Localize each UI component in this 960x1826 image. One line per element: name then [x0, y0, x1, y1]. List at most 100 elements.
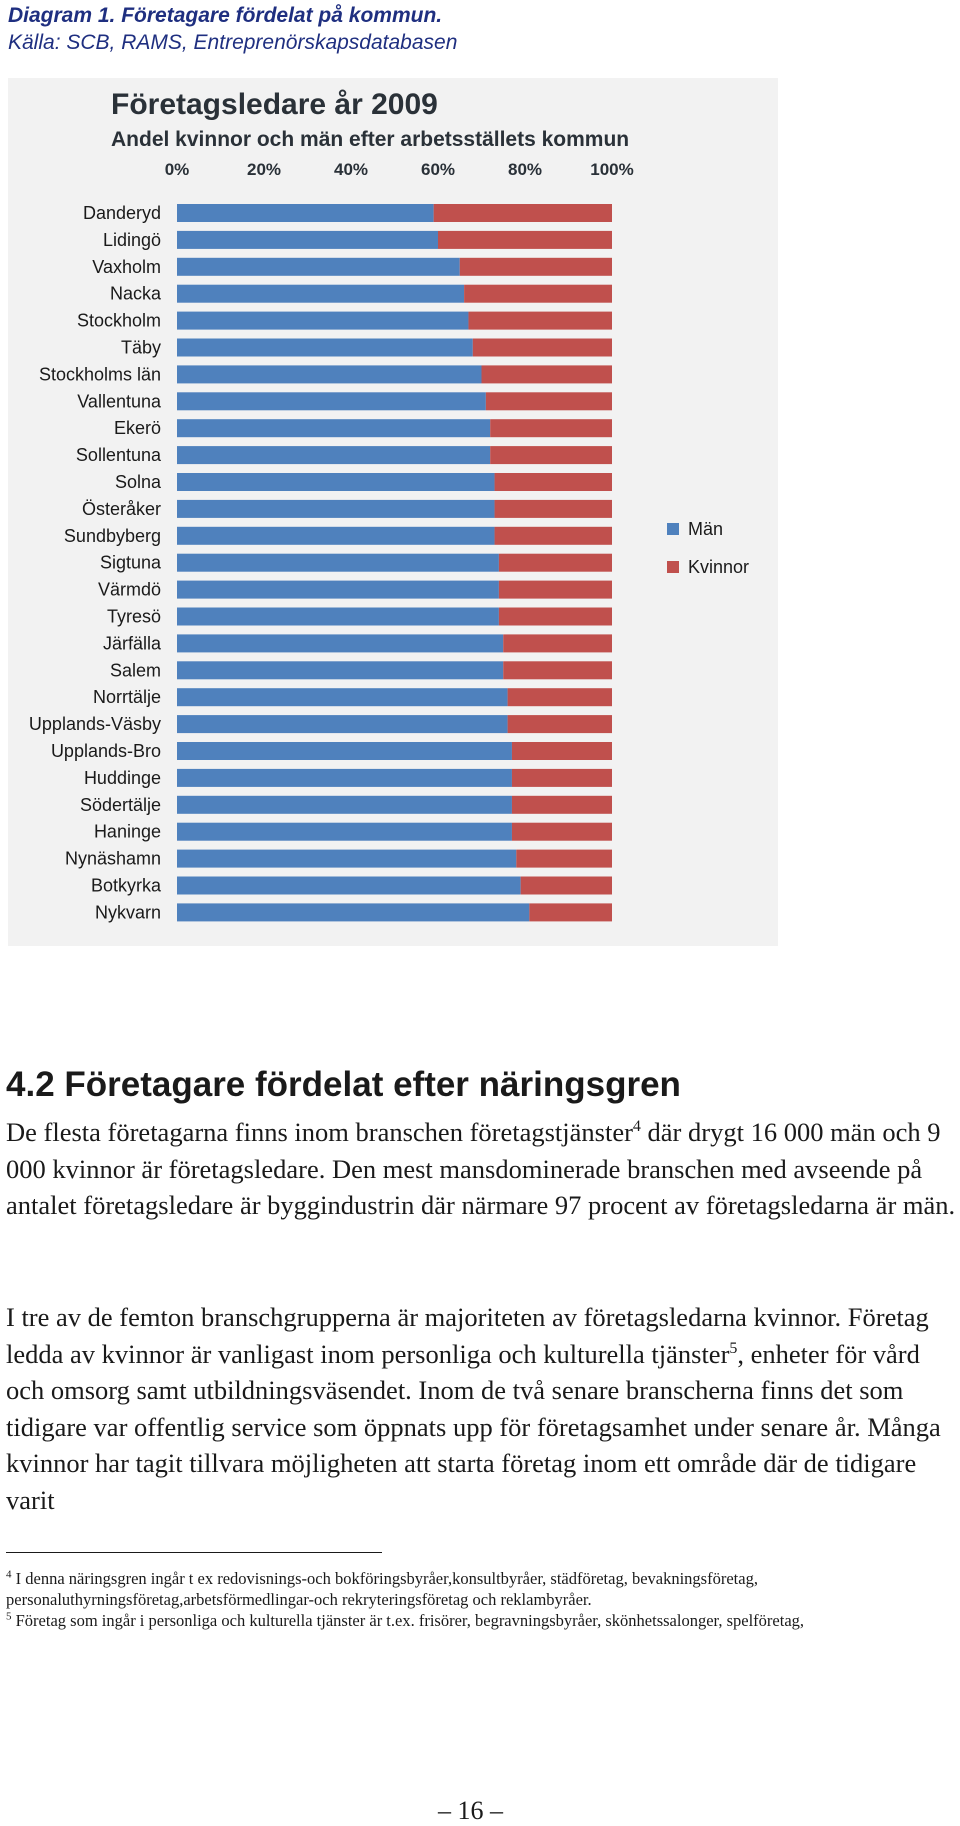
bar-kvinnor — [511, 795, 612, 814]
bar-man — [177, 822, 512, 841]
category-label: Nacka — [110, 284, 162, 304]
x-tick-label: 100% — [590, 160, 633, 179]
bar-man — [177, 284, 465, 303]
bar-man — [177, 849, 517, 868]
bar-kvinnor — [472, 338, 612, 357]
category-label: Upplands-Bro — [51, 741, 161, 761]
legend-swatch — [667, 523, 679, 535]
category-label: Danderyd — [83, 203, 161, 223]
category-label: Sollentuna — [76, 445, 162, 465]
category-label: Järfälla — [103, 633, 162, 653]
legend: Män Kvinnor — [667, 519, 749, 577]
bar-man — [177, 392, 486, 411]
footnote-5: 5 Företag som ingår i personliga och kul… — [6, 1610, 956, 1631]
category-label: Norrtälje — [93, 687, 161, 707]
bar-man — [177, 499, 495, 518]
bar-kvinnor — [498, 607, 612, 626]
bar-kvinnor — [520, 876, 612, 895]
bar-kvinnor — [529, 903, 612, 922]
chart-image: Företagsledare år 2009 Andel kvinnor och… — [8, 78, 778, 946]
category-label: Haninge — [94, 822, 161, 842]
figure-caption-source: Källa: SCB, RAMS, Entreprenörskapsdataba… — [8, 31, 458, 54]
bar-kvinnor — [459, 257, 612, 276]
category-label: Solna — [115, 472, 162, 492]
bar-kvinnor — [511, 742, 612, 760]
bar-kvinnor — [498, 580, 612, 599]
category-label: Nykvarn — [95, 902, 161, 922]
x-tick-label: 20% — [247, 160, 281, 179]
bar-man — [177, 903, 530, 922]
bar-kvinnor — [511, 768, 612, 787]
figure-caption: Diagram 1. Företagare fördelat på kommun… — [8, 2, 457, 56]
bar-kvinnor — [511, 822, 612, 841]
bar-man — [177, 876, 521, 895]
category-label: Södertälje — [80, 795, 161, 815]
category-label: Stockholms län — [39, 364, 161, 384]
bar-man — [177, 257, 460, 276]
category-labels: Danderyd Lidingö Vaxholm Nacka Stockholm Täby… — [29, 203, 162, 922]
bar-kvinnor — [468, 311, 612, 330]
paragraph-1: De flesta företagarna finns inom bransch… — [6, 1114, 956, 1224]
bar-kvinnor — [507, 715, 612, 734]
bar-man — [177, 204, 434, 222]
bar-man — [177, 688, 508, 707]
category-label: Sigtuna — [100, 553, 162, 573]
chart-title: Företagsledare år 2009 — [111, 88, 438, 121]
bar-man — [177, 230, 438, 249]
legend-swatch — [667, 561, 679, 573]
bar-man — [177, 768, 512, 787]
category-label: Täby — [121, 338, 161, 358]
bar-man — [177, 365, 482, 384]
footnote-4: 4 I denna näringsgren ingår t ex redovis… — [6, 1568, 956, 1610]
stacked-bar-chart: Företagsledare år 2009 Andel kvinnor och… — [29, 88, 749, 922]
paragraph-1-text-a: De flesta företagarna finns inom bransch… — [6, 1117, 633, 1147]
x-tick-label: 60% — [421, 160, 455, 179]
bar-kvinnor — [503, 634, 612, 653]
legend-label: Män — [688, 519, 723, 539]
category-label: Upplands-Väsby — [29, 714, 161, 734]
bar-man — [177, 473, 495, 491]
bar-man — [177, 311, 469, 330]
legend-label: Kvinnor — [688, 557, 749, 577]
category-label: Värmdö — [98, 580, 161, 600]
category-label: Ekerö — [114, 418, 161, 438]
category-label: Botkyrka — [91, 876, 162, 896]
category-label: Sundbyberg — [64, 526, 161, 546]
bars-group — [177, 204, 612, 922]
bar-man — [177, 553, 499, 572]
bar-man — [177, 419, 491, 438]
bar-kvinnor — [464, 284, 612, 303]
x-tick-label: 0% — [165, 160, 190, 179]
bar-man — [177, 715, 508, 734]
category-label: Vaxholm — [92, 257, 161, 277]
category-label: Tyresö — [107, 607, 161, 627]
bar-man — [177, 526, 495, 545]
bar-man — [177, 795, 512, 814]
chart-subtitle: Andel kvinnor och män efter arbetsställe… — [111, 128, 629, 151]
paragraph-2-text-b: , enheter för vård och omsorg samt utbil… — [6, 1338, 941, 1515]
bar-kvinnor — [498, 553, 612, 572]
bar-man — [177, 634, 504, 653]
footnotes: 4 I denna näringsgren ingår t ex redovis… — [6, 1568, 956, 1631]
bar-kvinnor — [494, 473, 612, 491]
paragraph-2: I tre av de femton branschgrupperna är m… — [6, 1299, 956, 1518]
section-heading: 4.2 Företagare fördelat efter näringsgre… — [6, 1065, 681, 1104]
category-label: Nynäshamn — [65, 849, 161, 869]
page-number: – 16 – — [438, 1796, 503, 1825]
footnote-5-mark: 5 — [6, 1610, 12, 1623]
bar-kvinnor — [433, 204, 612, 222]
x-axis-ticks: 0% 20% 40% 60% 80% 100% — [165, 160, 634, 179]
x-tick-label: 40% — [334, 160, 368, 179]
bar-kvinnor — [481, 365, 612, 384]
footnote-ref-5: 5 — [729, 1339, 738, 1357]
bar-kvinnor — [503, 661, 612, 680]
bar-kvinnor — [485, 392, 612, 411]
bar-kvinnor — [438, 230, 612, 249]
figure-caption-title: Diagram 1. Företagare fördelat på kommun… — [8, 4, 443, 27]
footnote-separator — [6, 1552, 382, 1553]
bar-man — [177, 661, 504, 680]
bar-man — [177, 338, 473, 357]
bar-kvinnor — [516, 849, 612, 868]
footnote-4-text: I denna näringsgren ingår t ex redovisni… — [6, 1569, 758, 1609]
footnote-4-mark: 4 — [6, 1568, 12, 1581]
